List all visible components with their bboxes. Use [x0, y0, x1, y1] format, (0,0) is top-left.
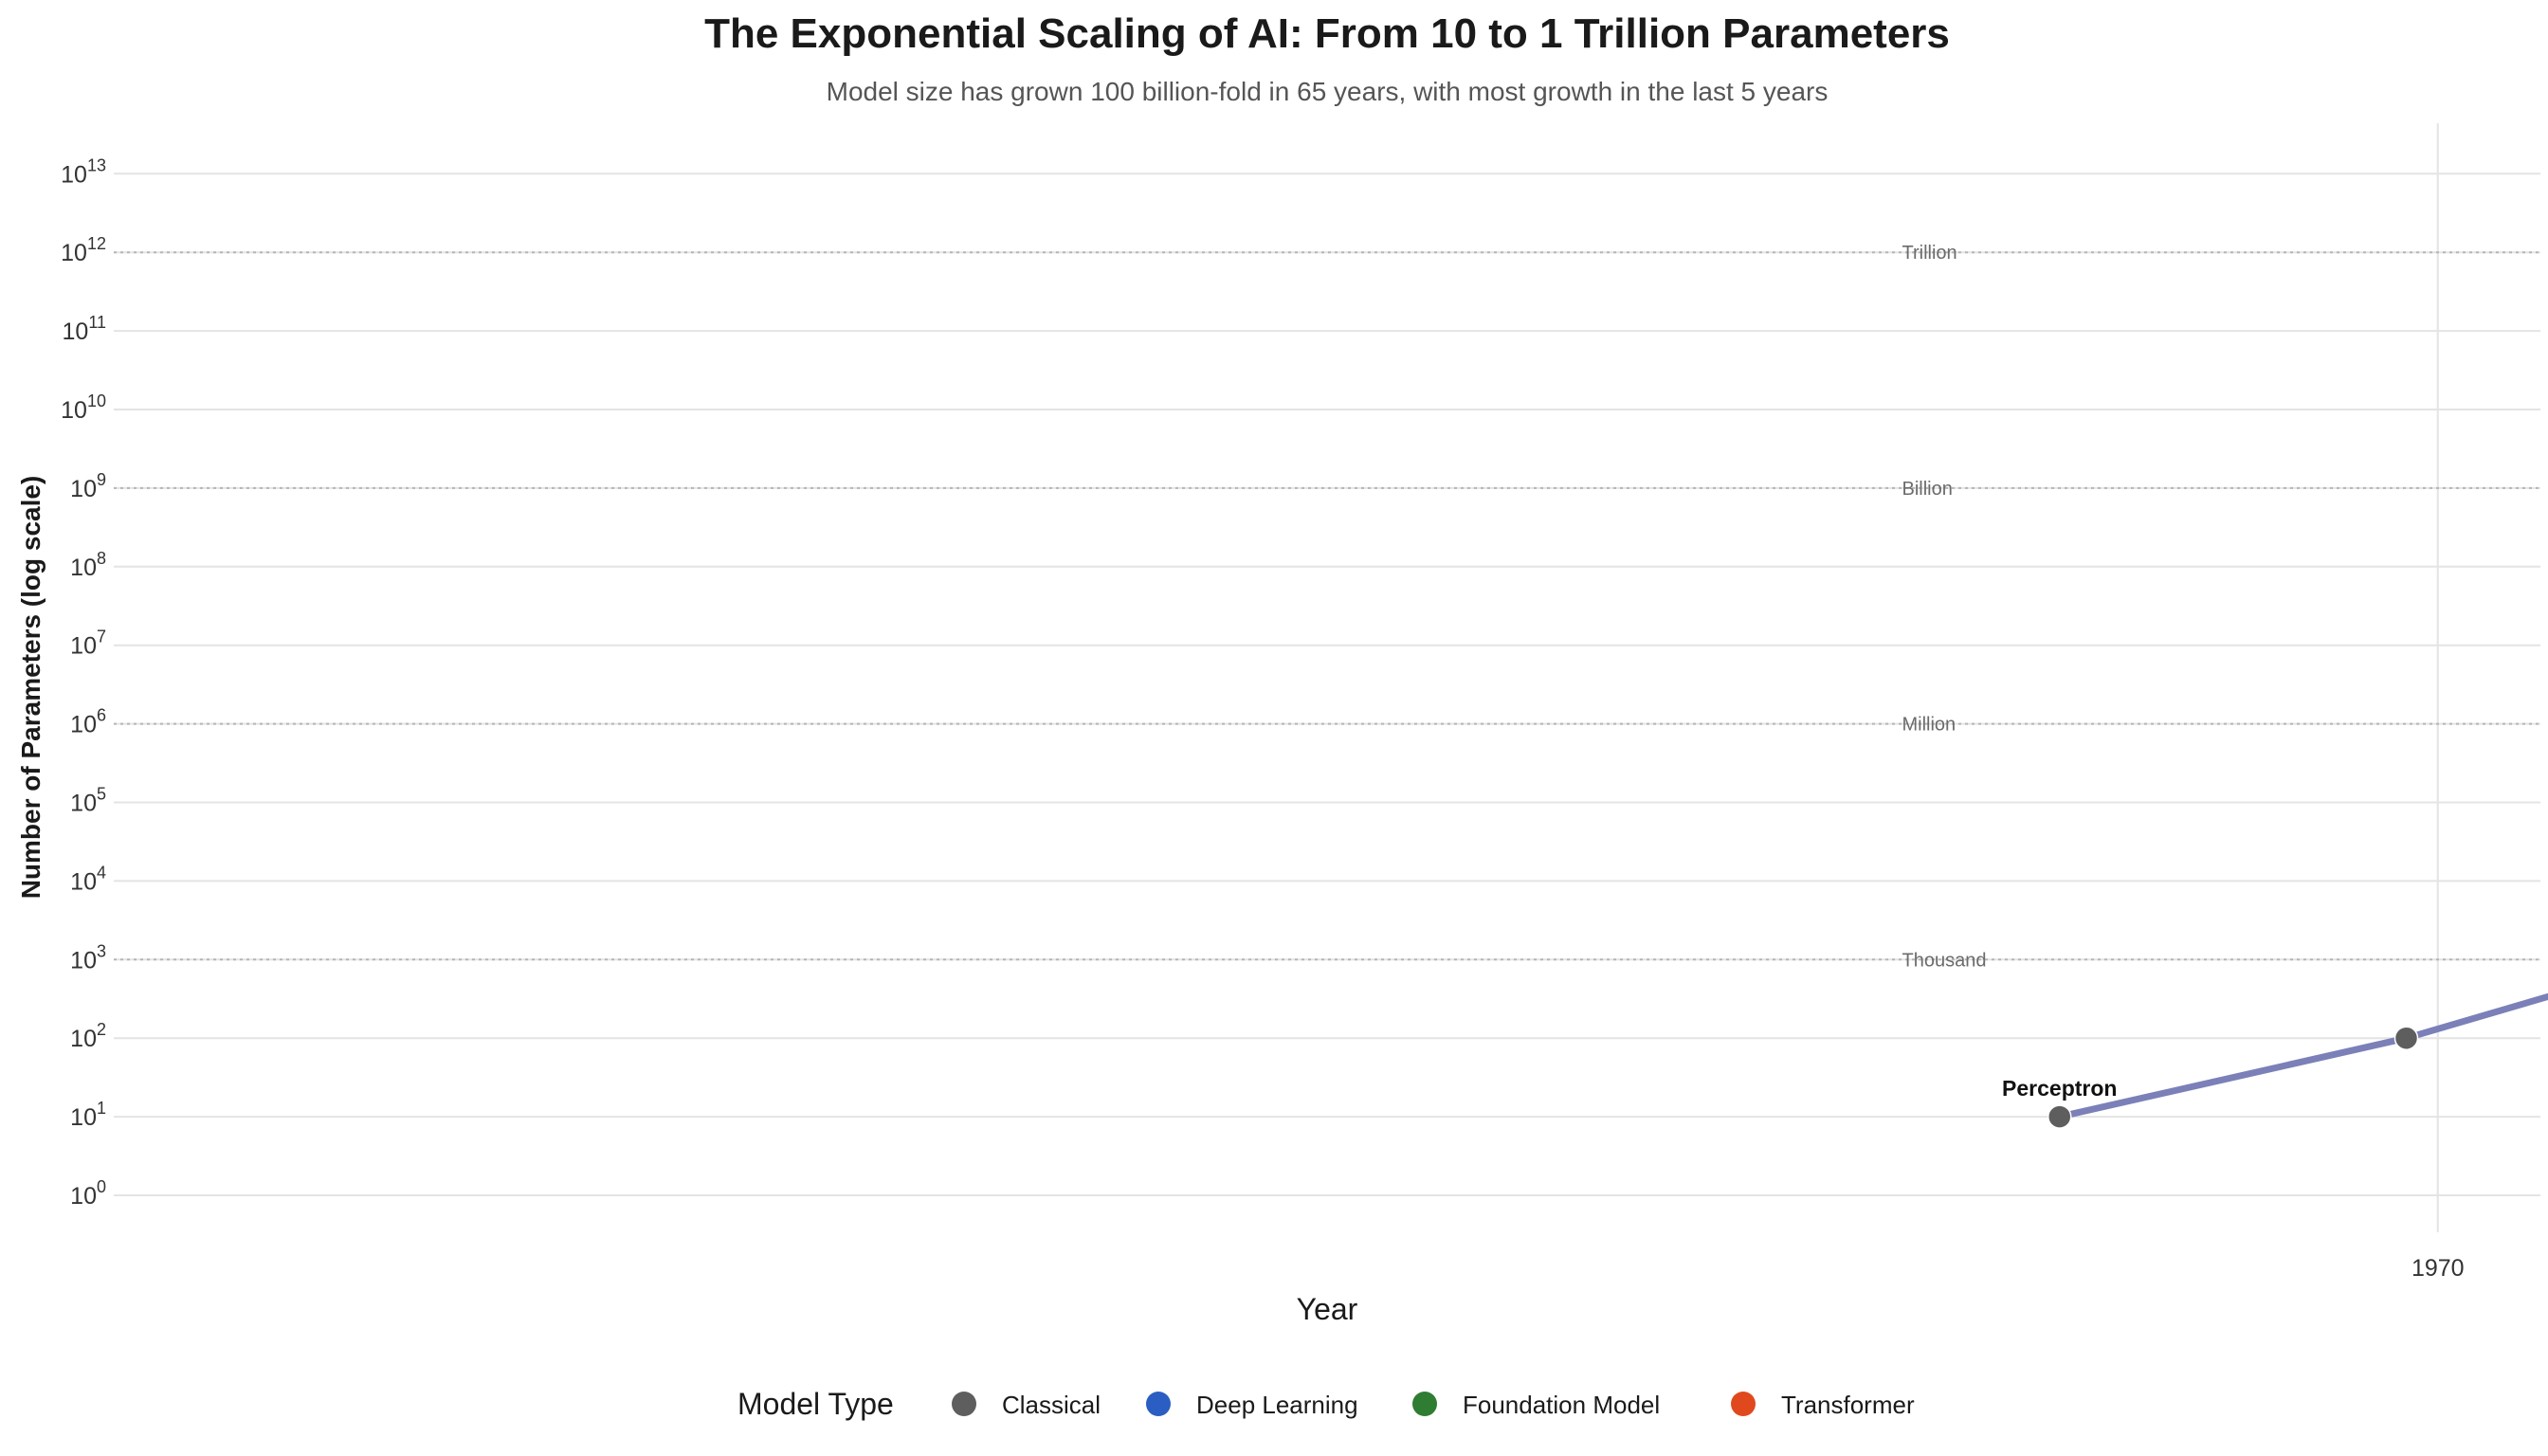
y-tick-label: 1012	[61, 234, 106, 266]
model-point-2	[2393, 1026, 2419, 1050]
legend-label-classical: Classical	[1002, 1391, 1101, 1419]
y-tick-label: 104	[70, 863, 106, 895]
y-tick-label: 101	[70, 1099, 106, 1131]
annotations: PerceptronAlexNetGPT-3GPT-4Deep Learning…	[2002, 1076, 2117, 1101]
x-axis-title: Year	[1297, 1292, 1358, 1326]
reference-label-trillion: Trillion	[1902, 243, 1957, 264]
reference-label-million: Million	[1902, 715, 1956, 736]
y-tick-label: 105	[70, 785, 106, 817]
legend-swatch-foundation-model	[1412, 1392, 1437, 1416]
axes: 100 101 102 103 104 105 106 107 108 109 1010 1011 10…	[61, 155, 2465, 1282]
y-tick-label: 103	[70, 941, 106, 974]
x-tick-label: 1970	[2412, 1255, 2465, 1282]
y-tick-label: 100	[70, 1177, 106, 1210]
model-line-path	[2056, 992, 2548, 1120]
legend-label-deep-learning: Deep Learning	[1196, 1391, 1358, 1419]
legend-label-transformer: Transformer	[1781, 1391, 1915, 1419]
legend-swatch-deep-learning	[1146, 1392, 1171, 1416]
y-axis-title: Number of Parameters (log scale)	[16, 476, 46, 900]
chart-subtitle: Model size has grown 100 billion-fold in…	[827, 77, 1829, 106]
legend-label-foundation-model: Foundation Model	[1463, 1391, 1660, 1419]
reference-label-billion: Billion	[1902, 479, 1953, 500]
y-tick-label: 106	[70, 706, 106, 738]
reference-label-thousand: Thousand	[1902, 950, 1987, 971]
legend: Model Type Classical Deep Learning Foundati…	[737, 1387, 1915, 1421]
model-point-1	[2048, 1104, 2072, 1129]
legend-swatch-classical	[952, 1392, 976, 1416]
grid	[114, 123, 2540, 1232]
y-tick-label: 102	[70, 1020, 106, 1052]
y-tick-label: 108	[70, 549, 106, 581]
model-points	[2048, 1026, 2419, 1129]
model-line	[2056, 992, 2548, 1120]
legend-swatch-transformer	[1731, 1392, 1756, 1416]
y-tick-label: 109	[70, 470, 106, 502]
chart-title: The Exponential Scaling of AI: From 10 t…	[704, 10, 1950, 57]
legend-title: Model Type	[737, 1387, 894, 1421]
reference-lines: Thousand Million Billion Trillion	[114, 243, 2540, 971]
y-tick-label: 1010	[61, 391, 106, 424]
y-tick-label: 1011	[63, 313, 107, 345]
y-tick-label: 107	[70, 628, 106, 660]
point-label-perceptron: Perceptron	[2002, 1076, 2117, 1101]
y-tick-label: 1013	[61, 155, 106, 188]
